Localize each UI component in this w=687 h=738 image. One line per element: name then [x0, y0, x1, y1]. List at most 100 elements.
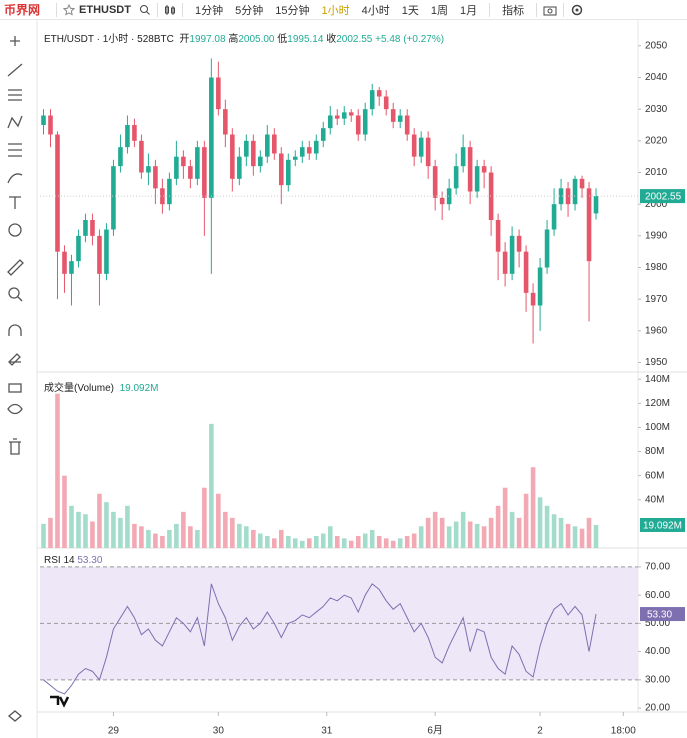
- volume-bar: [97, 493, 102, 548]
- legend-label: 收: [326, 34, 337, 45]
- candle-body: [320, 128, 326, 141]
- candle-body: [104, 229, 109, 274]
- y-tick-label: 1970: [645, 294, 668, 305]
- volume-bar: [516, 517, 522, 548]
- rsi-band: [40, 566, 638, 680]
- fib-tool[interactable]: [8, 143, 22, 157]
- volume-bar: [348, 540, 354, 548]
- ruler-tool[interactable]: [7, 259, 24, 276]
- volume-bar: [230, 517, 235, 548]
- candle-body: [481, 166, 487, 173]
- volume-bar: [362, 533, 368, 548]
- y-tick-label: 120M: [645, 398, 670, 409]
- volume-bar: [467, 521, 473, 548]
- camera-icon[interactable]: [543, 4, 557, 16]
- y-tick-label: 1990: [645, 230, 668, 241]
- candle-body: [216, 77, 221, 110]
- candle-body: [516, 235, 522, 252]
- candle-body: [432, 166, 438, 198]
- pattern-tool[interactable]: [7, 115, 23, 129]
- candle-body: [383, 96, 389, 110]
- candle-body: [265, 134, 270, 157]
- crosshair-tool[interactable]: [10, 36, 20, 46]
- interval-button[interactable]: 1周: [430, 4, 448, 17]
- y-tick-label: 2030: [645, 104, 668, 115]
- chart-type-icon[interactable]: [164, 4, 176, 16]
- interval-button[interactable]: 1分钟: [194, 4, 224, 17]
- candle-body: [313, 140, 319, 154]
- indicators-button[interactable]: 指标: [502, 4, 525, 17]
- x-tick-label: 6月: [427, 725, 443, 737]
- y-tick-label: 20.00: [645, 703, 670, 714]
- emoji-tool[interactable]: [8, 223, 22, 237]
- candle-body: [202, 147, 207, 198]
- line-tool[interactable]: [7, 63, 23, 77]
- volume-bar: [558, 517, 564, 548]
- candle-body: [55, 134, 60, 252]
- interval-button[interactable]: 5分钟: [235, 4, 264, 17]
- candle-body: [404, 115, 410, 135]
- candle-body: [586, 188, 592, 262]
- interval-button[interactable]: 1月: [459, 4, 478, 17]
- candle-body: [139, 140, 144, 173]
- text-tool[interactable]: [9, 196, 21, 209]
- y-tick-label: 2000: [645, 199, 668, 210]
- volume-bar: [383, 538, 389, 548]
- logo: 币界网: [4, 3, 41, 17]
- volume-tag: [640, 517, 685, 532]
- zoom-tool[interactable]: [8, 287, 20, 299]
- brush-tool[interactable]: [7, 173, 23, 184]
- y-tick-label: 100M: [645, 422, 670, 433]
- volume-bar: [69, 505, 74, 548]
- volume-bar: [404, 535, 410, 548]
- zoom-handle: [17, 296, 23, 302]
- volume-bar: [118, 517, 123, 548]
- candle-body: [97, 235, 102, 274]
- y-tick-label: 2020: [645, 135, 668, 146]
- toolbar: 币界网 ETHUSDT 1分钟 5分钟 15分钟 1小时 4小时 1天 1周 1月 指标: [0, 0, 687, 20]
- interval-button[interactable]: 4小时: [361, 4, 390, 17]
- candle-body: [230, 134, 235, 179]
- drawing-tools[interactable]: [7, 36, 24, 722]
- channel-tool[interactable]: [8, 89, 22, 101]
- legend-value: 1997.08: [189, 34, 226, 45]
- x-tick-label: 29: [108, 726, 120, 737]
- volume-bar: [132, 523, 137, 548]
- volume-bar: [369, 529, 375, 548]
- search-icon[interactable]: [139, 4, 151, 16]
- eye-tool[interactable]: [7, 403, 23, 415]
- layers-tool[interactable]: [7, 710, 23, 722]
- candle-body: [341, 112, 347, 119]
- volume-bar: [167, 529, 172, 548]
- candle-body: [425, 137, 431, 167]
- symbol[interactable]: ETHUSDT: [79, 3, 131, 16]
- interval-button[interactable]: 1小时: [321, 4, 350, 17]
- volume-bar: [299, 540, 305, 548]
- candle-body: [460, 147, 466, 167]
- candle-body: [125, 125, 130, 148]
- volume-bar: [111, 511, 116, 548]
- interval-button[interactable]: 1天: [401, 4, 419, 17]
- separator: [181, 2, 183, 17]
- volume-bar: [285, 535, 291, 548]
- favorite-icon[interactable]: [63, 3, 76, 16]
- volume-bar: [55, 393, 60, 548]
- settings-icon[interactable]: [570, 3, 584, 17]
- volume-bar: [390, 540, 396, 548]
- volume-bar: [237, 523, 242, 548]
- candle-body: [488, 172, 494, 220]
- candle-body: [355, 115, 361, 135]
- volume-bar: [432, 511, 438, 548]
- interval-button[interactable]: 15分钟: [275, 4, 310, 17]
- candle-body: [278, 153, 284, 186]
- change: +5.48 (+0.27%): [375, 34, 445, 45]
- volume-bar: [425, 517, 431, 548]
- lock-tool[interactable]: [8, 383, 22, 393]
- pencil-tool[interactable]: [8, 353, 21, 366]
- magnet-tool[interactable]: [8, 324, 22, 336]
- candle-body: [69, 261, 74, 274]
- trash-tool[interactable]: [9, 438, 21, 455]
- y-tick-label: 70.00: [645, 562, 670, 573]
- x-tick-label: 31: [321, 726, 333, 737]
